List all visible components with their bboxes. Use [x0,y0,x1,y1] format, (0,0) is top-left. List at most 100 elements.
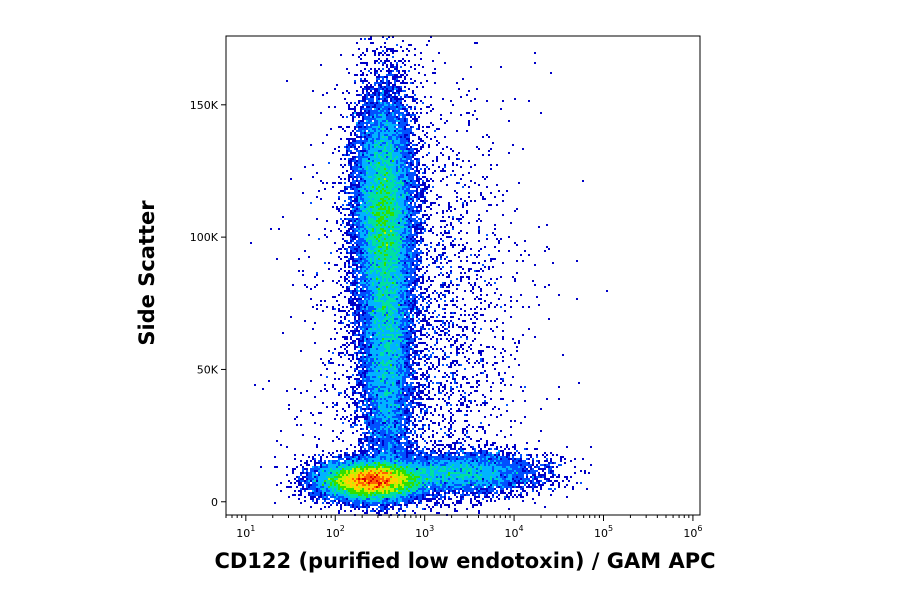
data-point-cell [370,136,372,138]
data-point-cell [410,172,412,174]
data-point-cell [438,196,440,198]
data-point-cell [430,110,432,112]
data-point-cell [350,108,352,110]
data-point-cell [368,318,370,320]
data-point-cell [358,176,360,178]
data-point-cell [388,60,390,62]
data-point-cell [384,268,386,270]
data-point-cell [352,118,354,120]
data-point-cell [406,172,408,174]
data-point-cell [362,308,364,310]
data-point-cell [388,192,390,194]
data-point-cell [396,280,398,282]
data-point-cell [410,294,412,296]
data-point-cell [374,168,376,170]
data-point-cell [320,300,322,302]
data-point-cell [378,302,380,304]
data-point-cell [374,88,376,90]
data-point-cell [474,308,476,310]
data-point-cell [416,190,418,192]
data-point-cell [412,238,414,240]
data-point-cell [356,210,358,212]
data-point-cell [352,108,354,110]
data-point-cell [388,228,390,230]
data-point-cell [376,176,378,178]
data-point-cell [376,224,378,226]
data-point-cell [372,176,374,178]
data-point-cell [366,158,368,160]
data-point-cell [384,306,386,308]
data-point-cell [372,324,374,326]
data-point-cell [396,232,398,234]
data-point-cell [382,248,384,250]
data-point-cell [386,290,388,292]
data-point-cell [408,128,410,130]
data-point-cell [402,120,404,122]
data-point-cell [370,294,372,296]
data-point-cell [350,174,352,176]
data-point-cell [368,288,370,290]
data-point-cell [380,112,382,114]
data-point-cell [358,322,360,324]
data-point-cell [420,208,422,210]
data-point-cell [544,286,546,288]
data-point-cell [426,302,428,304]
data-point-cell [372,116,374,118]
data-point-cell [428,304,430,306]
data-point-cell [414,186,416,188]
data-point-cell [338,182,340,184]
data-point-cell [416,174,418,176]
data-point-cell [378,150,380,152]
data-point-cell [364,258,366,260]
data-point-cell [408,304,410,306]
data-point-cell [456,130,458,132]
data-point-cell [338,126,340,128]
data-point-cell [348,140,350,142]
data-point-cell [358,202,360,204]
data-point-cell [366,296,368,298]
data-point-cell [374,254,376,256]
data-point-cell [412,212,414,214]
data-point-cell [382,312,384,314]
data-point-cell [396,244,398,246]
data-point-cell [404,284,406,286]
data-point-cell [412,178,414,180]
data-point-cell [416,162,418,164]
data-point-cell [320,198,322,200]
data-point-cell [380,160,382,162]
data-point-cell [354,264,356,266]
data-point-cell [374,136,376,138]
data-point-cell [386,130,388,132]
data-point-cell [372,114,374,116]
data-point-cell [356,274,358,276]
data-point-cell [392,110,394,112]
data-point-cell [340,310,342,312]
data-point-cell [366,218,368,220]
data-point-cell [332,306,334,308]
data-point-cell [394,254,396,256]
data-point-cell [396,150,398,152]
data-point-cell [358,294,360,296]
data-point-cell [376,110,378,112]
data-point-cell [364,176,366,178]
data-point-cell [398,254,400,256]
data-point-cell [368,262,370,264]
data-point-cell [414,122,416,124]
data-point-cell [432,262,434,264]
data-point-cell [366,228,368,230]
data-point-cell [390,268,392,270]
data-point-cell [346,152,348,154]
data-point-cell [394,96,396,98]
data-point-cell [348,214,350,216]
data-point-cell [388,316,390,318]
data-point-cell [382,90,384,92]
data-point-cell [350,258,352,260]
data-point-cell [390,300,392,302]
data-point-cell [396,180,398,182]
data-point-cell [392,90,394,92]
data-point-cell [392,214,394,216]
data-point-cell [370,208,372,210]
data-point-cell [374,178,376,180]
data-point-cell [378,148,380,150]
data-point-cell [350,238,352,240]
